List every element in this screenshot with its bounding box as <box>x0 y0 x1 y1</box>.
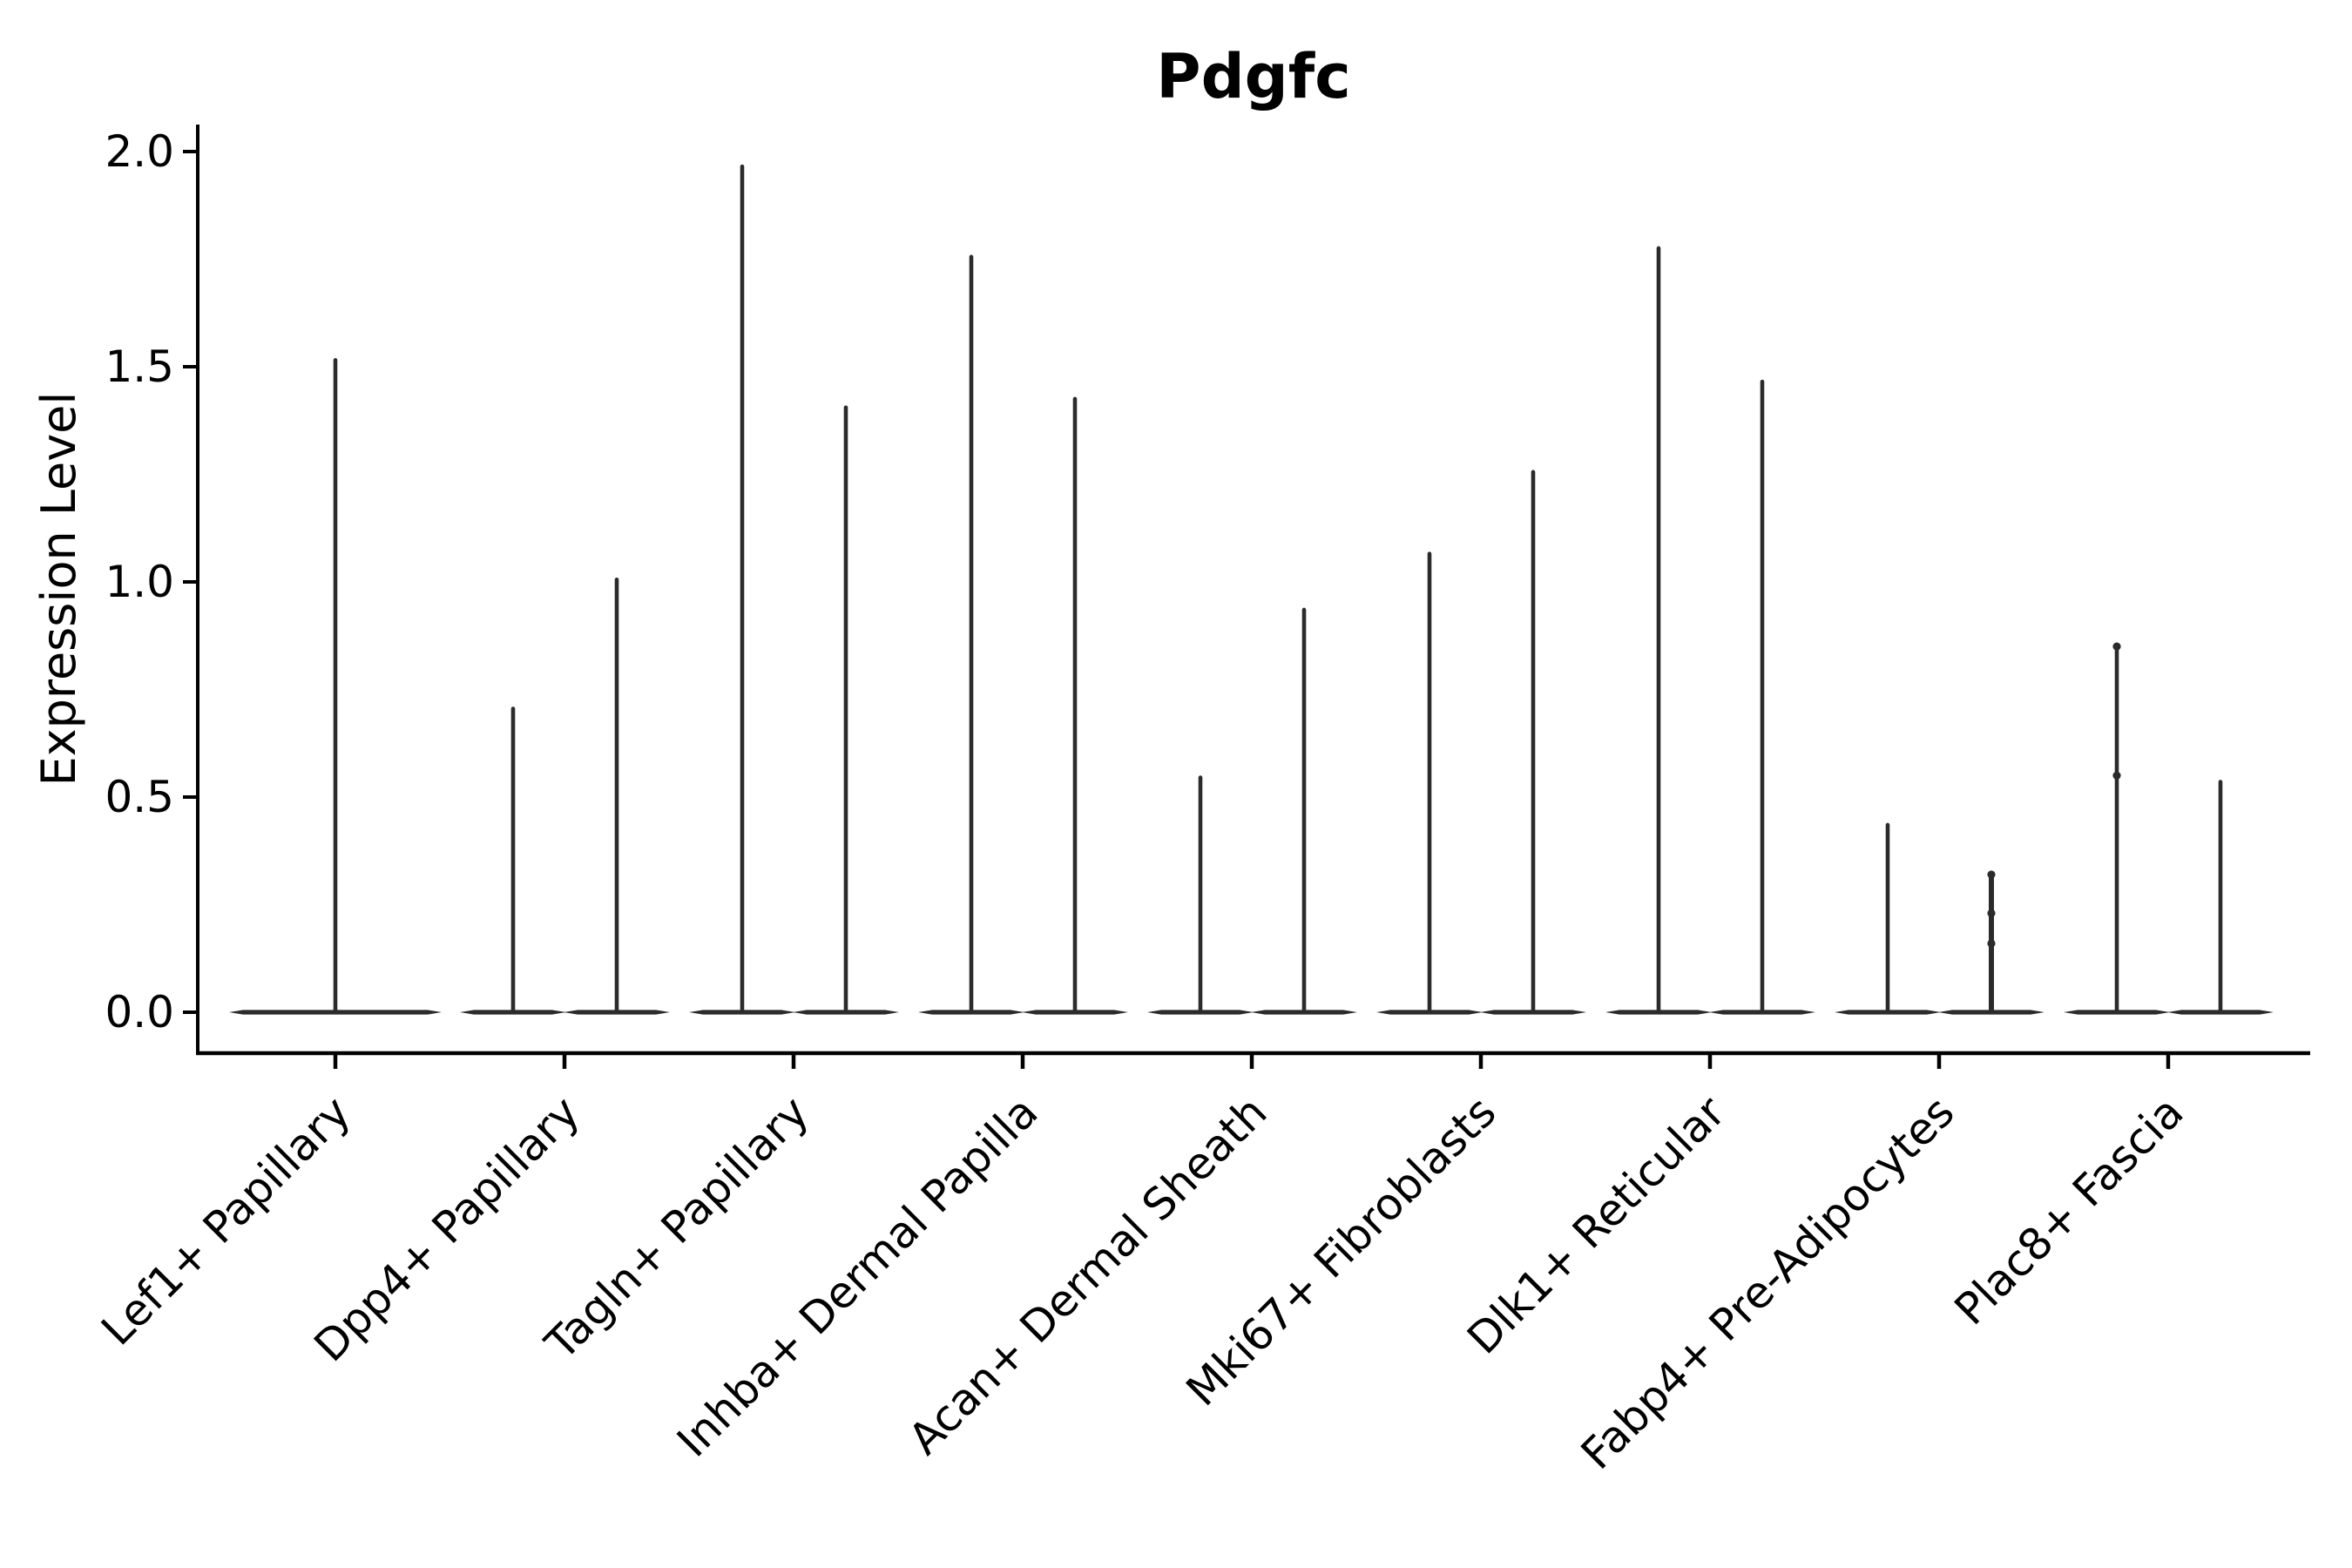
violin-needle <box>1198 775 1203 1014</box>
y-tick-label: 1.5 <box>105 341 174 392</box>
violin-needle <box>2218 780 2223 1014</box>
violins-layer <box>229 164 2274 1015</box>
violin-needle <box>1427 551 1432 1014</box>
violin-base <box>564 1010 670 1015</box>
y-tick-label: 1.0 <box>105 557 174 607</box>
y-tick-label: 0.0 <box>105 987 174 1037</box>
violin-needle <box>740 164 745 1014</box>
violin-base <box>689 1010 795 1015</box>
violin-base <box>2064 1010 2170 1015</box>
violin-category <box>1147 607 1357 1015</box>
violin-needle <box>1760 379 1765 1014</box>
violin-needle <box>843 405 848 1015</box>
jitter-point <box>2112 771 2121 780</box>
violin-base <box>1147 1010 1254 1015</box>
x-tick-label: Lef1+ Papillary <box>91 1086 360 1355</box>
violin-category <box>1605 246 1815 1015</box>
violin-category <box>460 578 670 1015</box>
x-tick-label: Fabp4+ Pre-Adipocytes <box>1571 1086 1964 1479</box>
violin-needle <box>614 578 619 1014</box>
x-tick-label: Plac8+ Fascia <box>1945 1086 2193 1335</box>
violin-base <box>1709 1010 1815 1015</box>
violin-category <box>1376 470 1586 1015</box>
y-tick-label: 2.0 <box>105 126 174 177</box>
y-axis-label: Expression Level <box>31 392 86 787</box>
violin-base <box>1022 1010 1128 1015</box>
violin-category <box>2064 642 2274 1015</box>
violin-needle <box>510 706 516 1014</box>
violin-base <box>918 1010 1024 1015</box>
chart-title: Pdgfc <box>1156 41 1350 112</box>
jitter-point <box>1987 870 1996 879</box>
violin-base <box>1376 1010 1483 1015</box>
violin-base <box>1251 1010 1357 1015</box>
violin-category <box>689 164 899 1015</box>
y-tick-label: 0.5 <box>105 772 174 822</box>
violin-needle <box>1301 607 1307 1014</box>
violin-base <box>793 1010 899 1015</box>
violin-needle <box>1885 822 1890 1014</box>
violin-base <box>1480 1010 1586 1015</box>
violin-category <box>1835 822 2044 1015</box>
violin-base <box>460 1010 566 1015</box>
jitter-point <box>1987 939 1996 948</box>
violin-base <box>1835 1010 1941 1015</box>
jitter-point <box>2112 642 2121 651</box>
violin-base <box>229 1010 442 1015</box>
violin-category <box>918 254 1128 1015</box>
violin-base <box>1605 1010 1712 1015</box>
violin-base <box>2167 1010 2274 1015</box>
violin-needle <box>1072 396 1078 1015</box>
violin-base <box>1938 1010 2044 1015</box>
violin-needle <box>2114 646 2119 1014</box>
violin-needle <box>1531 470 1536 1014</box>
jitter-point <box>1987 909 1996 917</box>
violin-needle <box>333 358 338 1014</box>
violin-category <box>229 358 442 1015</box>
violin-needle <box>969 254 974 1014</box>
violin-needle <box>1656 246 1661 1014</box>
